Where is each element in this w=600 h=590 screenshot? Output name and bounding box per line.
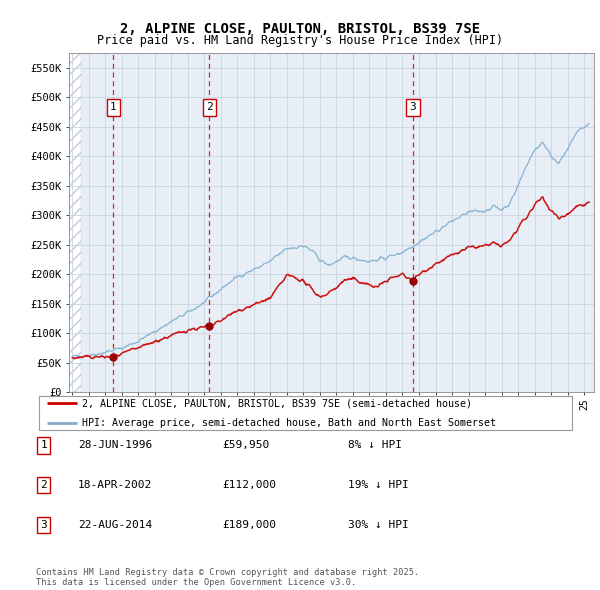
Text: 30% ↓ HPI: 30% ↓ HPI (348, 520, 409, 530)
FancyBboxPatch shape (39, 396, 572, 430)
Text: Price paid vs. HM Land Registry's House Price Index (HPI): Price paid vs. HM Land Registry's House … (97, 34, 503, 47)
Text: 2: 2 (206, 103, 213, 112)
Bar (69, 53, 80, 392)
Text: 8% ↓ HPI: 8% ↓ HPI (348, 441, 402, 450)
Text: HPI: Average price, semi-detached house, Bath and North East Somerset: HPI: Average price, semi-detached house,… (82, 418, 496, 428)
Text: 1: 1 (40, 441, 47, 450)
Text: 2, ALPINE CLOSE, PAULTON, BRISTOL, BS39 7SE (semi-detached house): 2, ALPINE CLOSE, PAULTON, BRISTOL, BS39 … (82, 398, 472, 408)
Text: 3: 3 (410, 103, 416, 112)
Text: £189,000: £189,000 (222, 520, 276, 530)
Text: 22-AUG-2014: 22-AUG-2014 (78, 520, 152, 530)
Text: 19% ↓ HPI: 19% ↓ HPI (348, 480, 409, 490)
Bar (69, 53, 80, 392)
Text: 1: 1 (110, 103, 117, 112)
Text: £112,000: £112,000 (222, 480, 276, 490)
Text: 3: 3 (40, 520, 47, 530)
Text: 18-APR-2002: 18-APR-2002 (78, 480, 152, 490)
Text: Contains HM Land Registry data © Crown copyright and database right 2025.
This d: Contains HM Land Registry data © Crown c… (36, 568, 419, 587)
Text: £59,950: £59,950 (222, 441, 269, 450)
Text: 2: 2 (40, 480, 47, 490)
Text: 28-JUN-1996: 28-JUN-1996 (78, 441, 152, 450)
Text: 2, ALPINE CLOSE, PAULTON, BRISTOL, BS39 7SE: 2, ALPINE CLOSE, PAULTON, BRISTOL, BS39 … (120, 22, 480, 37)
